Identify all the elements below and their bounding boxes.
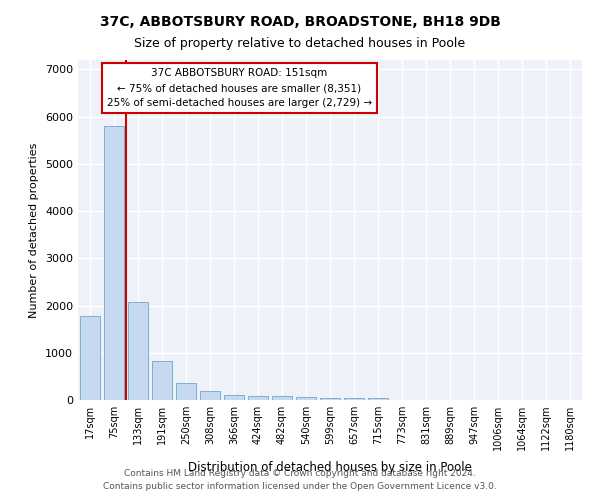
Bar <box>80 316 100 400</box>
Text: 37C ABBOTSBURY ROAD: 151sqm
← 75% of detached houses are smaller (8,351)
25% of : 37C ABBOTSBURY ROAD: 151sqm ← 75% of det… <box>107 68 372 108</box>
Bar <box>200 390 220 400</box>
Bar <box>152 362 172 400</box>
Bar <box>272 396 292 400</box>
Bar <box>248 396 268 400</box>
Bar <box>104 126 124 400</box>
Bar <box>224 394 244 400</box>
Bar <box>368 398 388 400</box>
Bar <box>176 382 196 400</box>
Text: Size of property relative to detached houses in Poole: Size of property relative to detached ho… <box>134 38 466 51</box>
Bar <box>296 397 316 400</box>
Bar <box>128 302 148 400</box>
X-axis label: Distribution of detached houses by size in Poole: Distribution of detached houses by size … <box>188 462 472 474</box>
Bar <box>344 398 364 400</box>
Y-axis label: Number of detached properties: Number of detached properties <box>29 142 40 318</box>
Bar <box>320 398 340 400</box>
Text: Contains HM Land Registry data © Crown copyright and database right 2024.
Contai: Contains HM Land Registry data © Crown c… <box>103 469 497 491</box>
Text: 37C, ABBOTSBURY ROAD, BROADSTONE, BH18 9DB: 37C, ABBOTSBURY ROAD, BROADSTONE, BH18 9… <box>100 15 500 29</box>
